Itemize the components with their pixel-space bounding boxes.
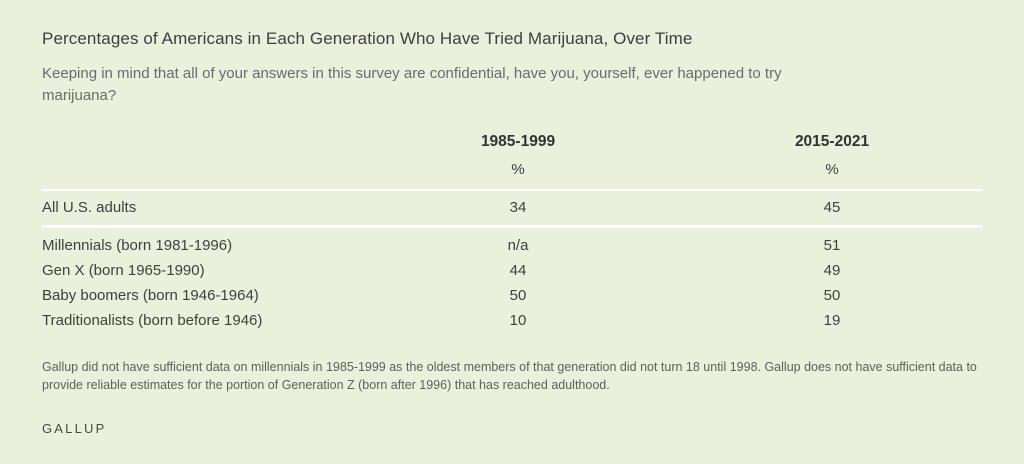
row-label: Millennials (born 1981-1996) xyxy=(42,237,233,254)
row-value-2015-2021: 51 xyxy=(823,237,841,254)
row-value-2015-2021: 19 xyxy=(823,312,841,329)
row-value-2015-2021: 45 xyxy=(682,189,982,228)
table-unit-row: % % xyxy=(42,161,982,190)
percent-sign-col1: % xyxy=(511,161,525,178)
table-row-all-us-adults: All U.S. adults 34 45 xyxy=(42,189,982,228)
row-value-1985-1999: 44 xyxy=(509,262,527,279)
row-value-1985-1999: 50 xyxy=(509,287,527,304)
survey-question: Keeping in mind that all of your answers… xyxy=(42,65,782,104)
table-row-millennials: Millennials (born 1981-1996) n/a 51 xyxy=(42,227,982,259)
row-value-1985-1999: 10 xyxy=(509,312,527,329)
column-header-2015-2021: 2015-2021 xyxy=(794,133,870,150)
table-row-baby-boomers: Baby boomers (born 1946-1964) 50 50 xyxy=(42,283,982,308)
row-label: Baby boomers (born 1946-1964) xyxy=(42,287,259,304)
gallup-logo: GALLUP xyxy=(42,421,107,436)
row-label: All U.S. adults xyxy=(42,189,354,228)
generation-marijuana-table: 1985-1999 2015-2021 % % All U.S. adults … xyxy=(42,129,982,333)
table-header-row: 1985-1999 2015-2021 xyxy=(42,129,982,161)
row-value-2015-2021: 49 xyxy=(823,262,841,279)
empty-header-cell xyxy=(42,129,354,161)
row-value-2015-2021: 50 xyxy=(823,287,841,304)
column-header-1985-1999: 1985-1999 xyxy=(480,133,556,150)
row-value-1985-1999: 34 xyxy=(354,189,682,228)
table-row-traditionalists: Traditionalists (born before 1946) 10 19 xyxy=(42,308,982,333)
percent-sign-col2: % xyxy=(825,161,839,178)
empty-unit-cell xyxy=(42,161,354,190)
row-value-1985-1999: n/a xyxy=(507,237,529,254)
row-label: Gen X (born 1965-1990) xyxy=(42,262,205,279)
row-label: Traditionalists (born before 1946) xyxy=(42,312,263,329)
page-title: Percentages of Americans in Each Generat… xyxy=(42,29,693,48)
table-row-gen-x: Gen X (born 1965-1990) 44 49 xyxy=(42,258,982,283)
methodology-footnote: Gallup did not have sufficient data on m… xyxy=(42,360,977,392)
